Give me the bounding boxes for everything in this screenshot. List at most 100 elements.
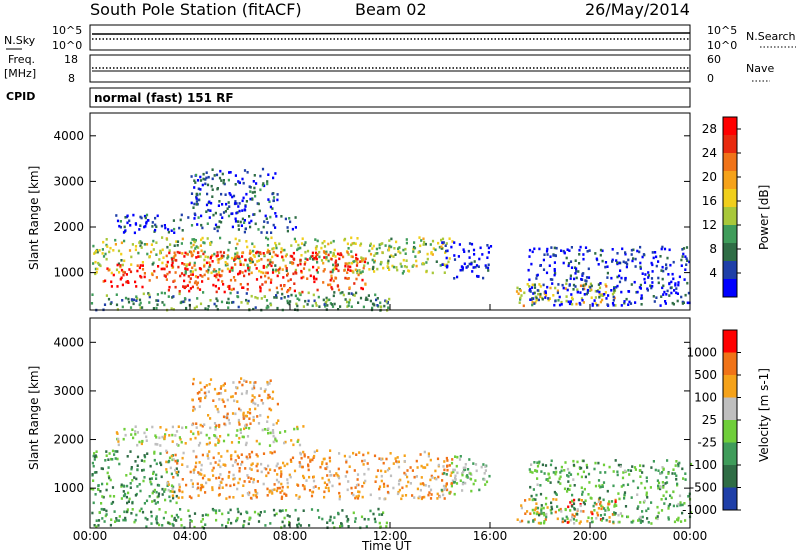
- data-cell: [582, 301, 585, 304]
- data-cell: [300, 276, 303, 280]
- data-cell: [378, 457, 381, 460]
- data-cell: [601, 505, 604, 509]
- data-cell: [265, 217, 268, 220]
- data-cell: [269, 303, 273, 307]
- data-cell: [255, 267, 258, 270]
- data-cell: [180, 300, 183, 304]
- data-cell: [686, 259, 689, 262]
- data-cell: [275, 215, 278, 218]
- data-cell: [209, 299, 212, 302]
- data-cell: [598, 295, 601, 299]
- data-cell: [231, 412, 235, 415]
- data-cell: [347, 292, 350, 295]
- data-cell: [114, 243, 117, 246]
- data-cell: [204, 255, 207, 258]
- data-cell: [209, 255, 213, 259]
- data-cell: [597, 263, 600, 266]
- data-cell: [226, 256, 229, 260]
- data-cell: [647, 271, 650, 274]
- colorbar-tick: -100: [690, 458, 717, 472]
- data-cell: [140, 216, 143, 220]
- data-cell: [443, 497, 446, 500]
- data-cell: [328, 459, 332, 463]
- data-cell: [613, 289, 616, 292]
- data-cell: [484, 483, 487, 486]
- data-cell: [393, 247, 396, 250]
- data-cell: [604, 261, 608, 264]
- data-cell: [201, 226, 204, 230]
- data-cell: [152, 248, 155, 251]
- data-cell: [200, 249, 203, 253]
- data-cell: [373, 270, 376, 273]
- data-cell: [220, 192, 223, 196]
- data-cell: [355, 277, 358, 281]
- data-cell: [639, 267, 642, 270]
- data-cell: [304, 299, 307, 303]
- data-cell: [545, 512, 548, 516]
- data-cell: [218, 486, 221, 490]
- data-cell: [123, 510, 126, 514]
- data-cell: [244, 258, 247, 262]
- data-cell: [186, 465, 189, 468]
- data-cell: [543, 513, 546, 517]
- data-cell: [667, 504, 670, 508]
- data-cell: [95, 525, 98, 528]
- data-cell: [189, 241, 193, 245]
- data-cell: [98, 249, 101, 252]
- data-cell: [357, 301, 360, 304]
- data-cell: [239, 431, 242, 434]
- data-cell: [265, 306, 268, 310]
- data-cell: [290, 244, 293, 247]
- data-cell: [118, 224, 121, 228]
- data-cell: [177, 470, 180, 474]
- data-cell: [155, 225, 158, 228]
- data-cell: [456, 455, 459, 459]
- data-cell: [115, 519, 118, 522]
- data-cell: [218, 392, 221, 395]
- data-cell: [453, 480, 456, 484]
- data-cell: [195, 203, 198, 206]
- data-cell: [670, 291, 673, 295]
- data-cell: [397, 250, 400, 253]
- data-cell: [200, 388, 203, 391]
- data-cell: [116, 450, 119, 453]
- data-cell: [110, 502, 113, 505]
- data-cell: [329, 283, 332, 286]
- data-cell: [192, 249, 196, 253]
- data-cell: [624, 276, 627, 280]
- data-cell: [677, 516, 680, 520]
- data-cell: [228, 205, 231, 208]
- data-cell: [155, 515, 158, 518]
- data-cell: [220, 455, 223, 458]
- data-cell: [239, 512, 242, 516]
- data-cell: [442, 465, 445, 468]
- data-cell: [336, 473, 339, 477]
- data-cell: [176, 240, 180, 243]
- data-cell: [350, 261, 354, 265]
- data-cell: [483, 478, 486, 481]
- data-cell: [138, 241, 141, 244]
- data-cell: [256, 404, 260, 407]
- data-cell: [134, 425, 137, 428]
- data-cell: [548, 264, 551, 267]
- data-cell: [630, 248, 633, 252]
- data-cell: [444, 264, 447, 267]
- data-cell: [226, 521, 230, 524]
- data-cell: [123, 259, 126, 263]
- data-cell: [372, 302, 375, 306]
- data-cell: [600, 507, 603, 511]
- data-cell: [638, 286, 641, 289]
- data-cell: [340, 253, 343, 257]
- data-cell: [447, 260, 450, 264]
- data-cell: [234, 220, 238, 223]
- data-cell: [291, 255, 294, 258]
- data-cell: [238, 436, 241, 440]
- data-cell: [528, 255, 531, 258]
- data-cell: [151, 225, 154, 228]
- data-cell: [257, 259, 261, 262]
- data-cell: [271, 492, 274, 495]
- data-cell: [324, 252, 327, 256]
- data-cell: [142, 292, 145, 296]
- data-cell: [451, 240, 454, 243]
